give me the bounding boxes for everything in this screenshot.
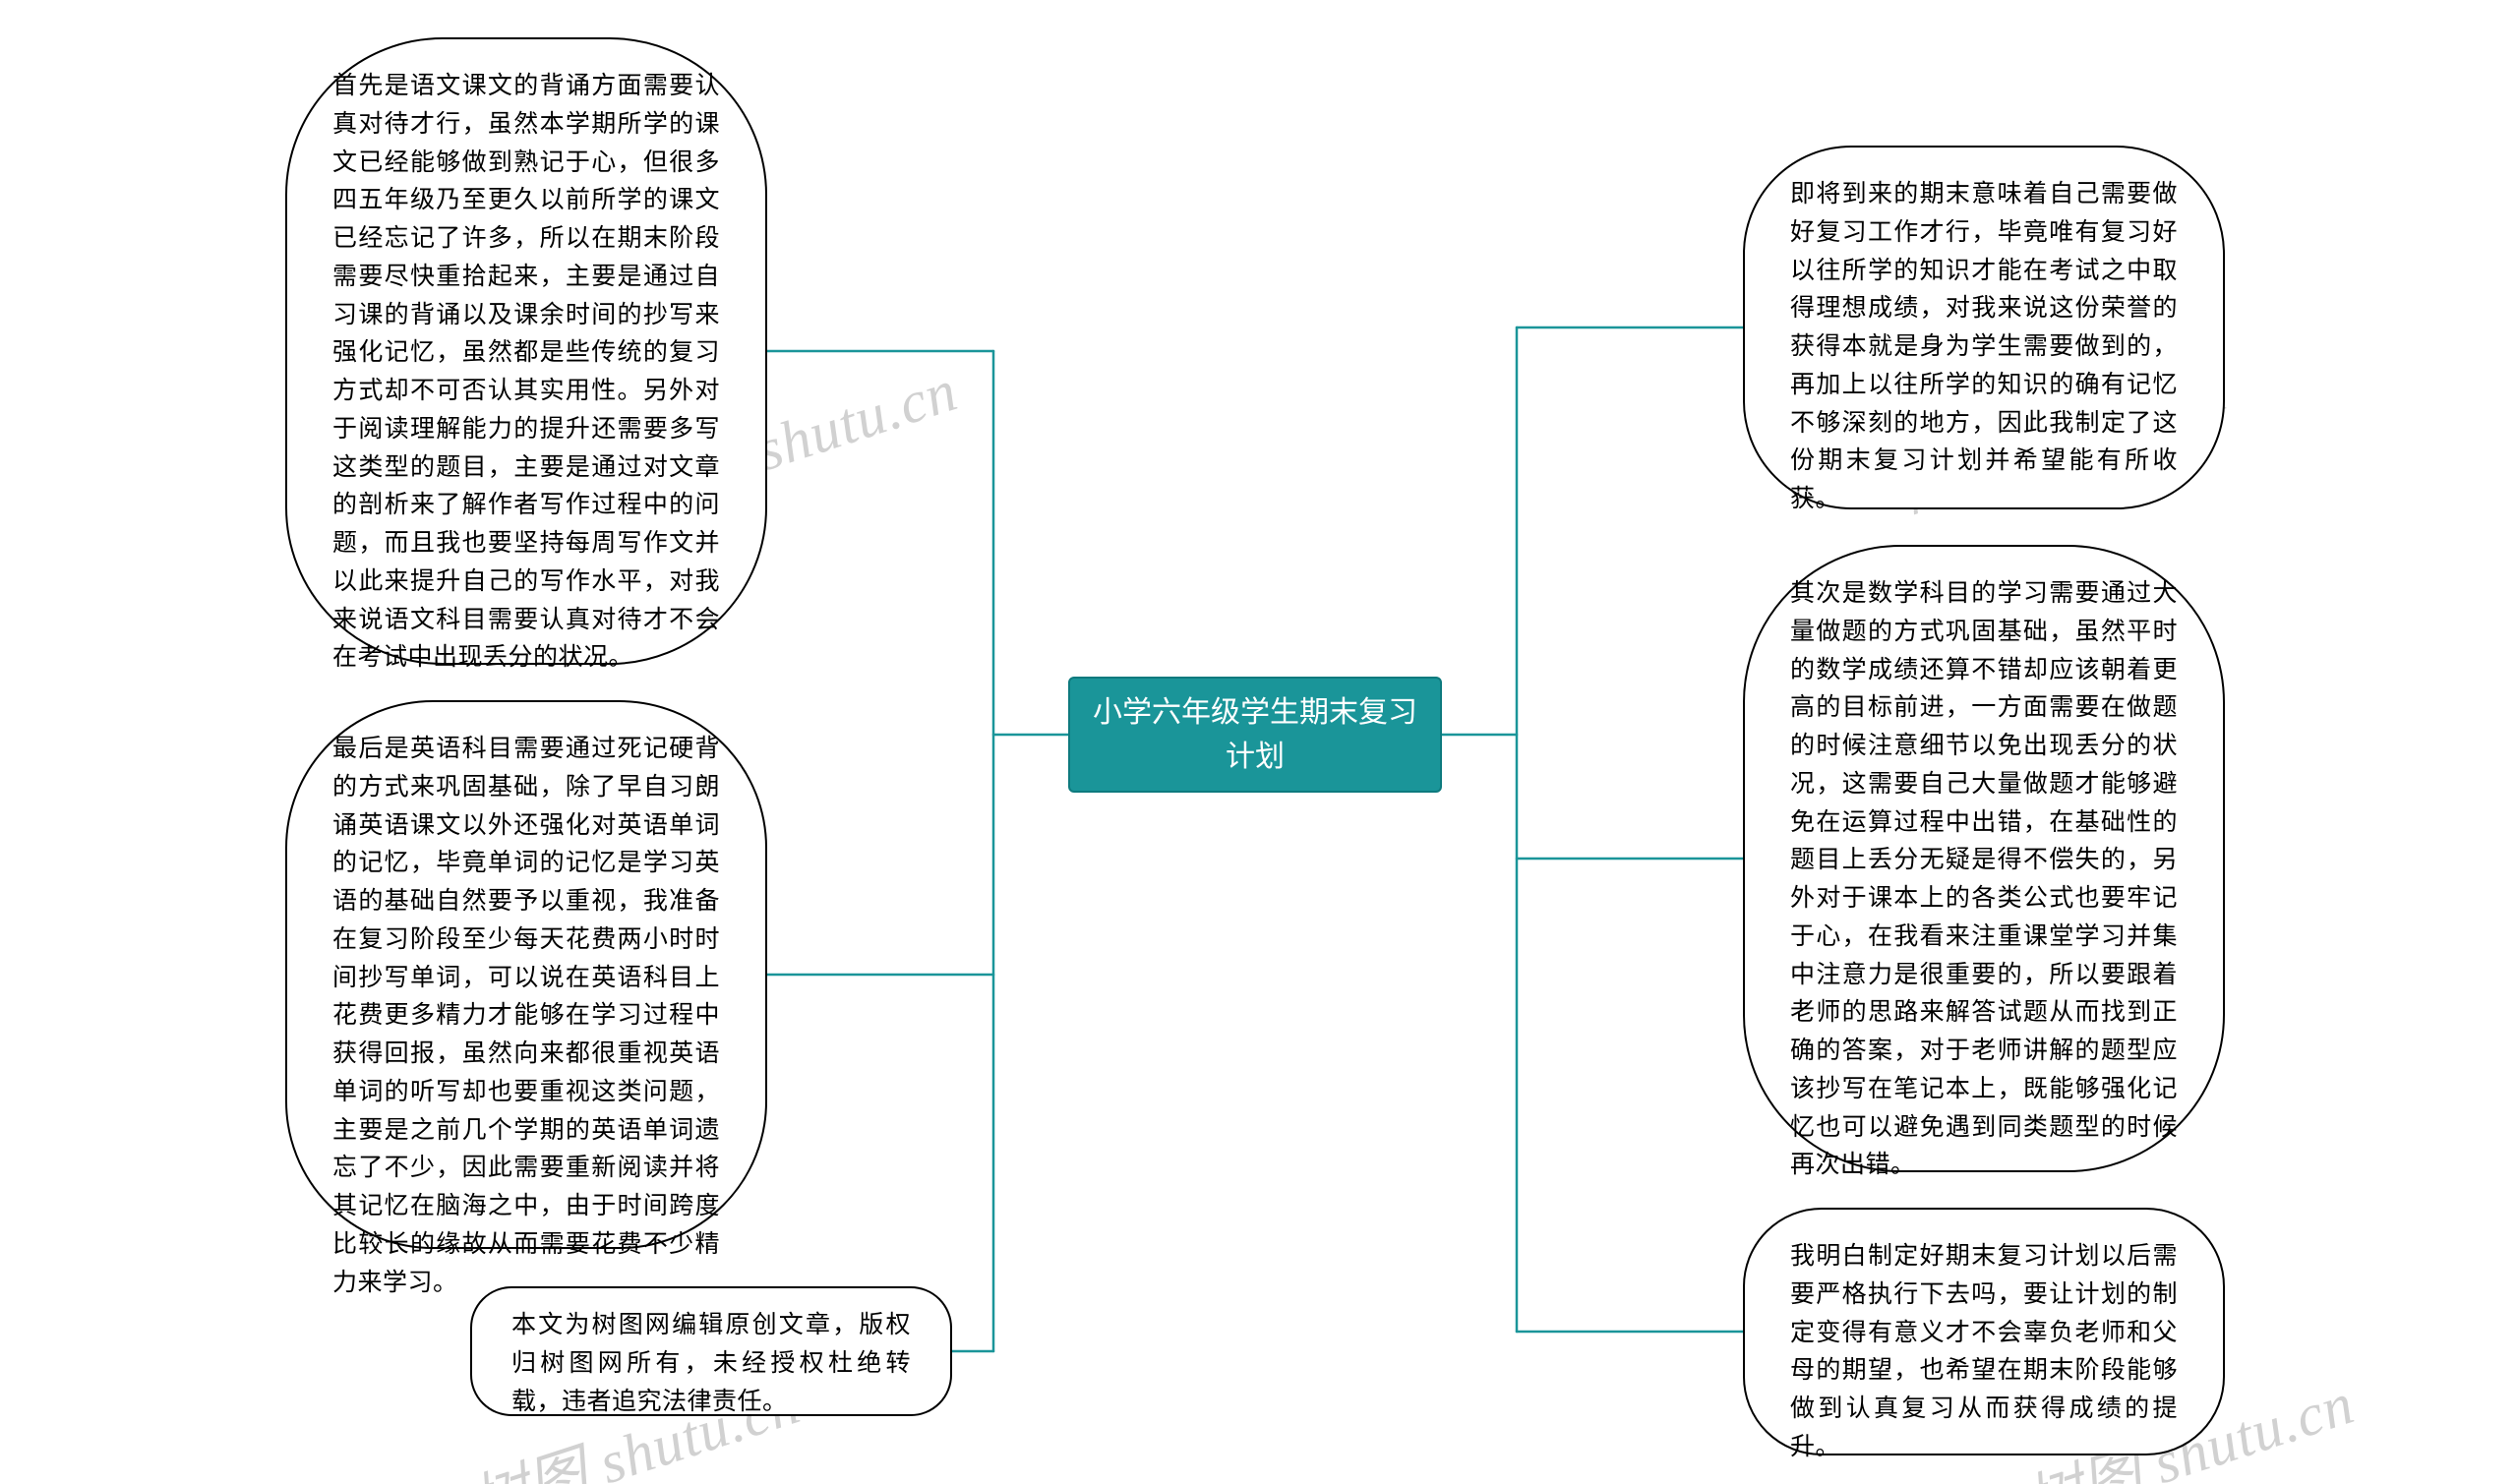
center-node: 小学六年级学生期末复习计划 bbox=[1068, 677, 1442, 793]
node-text: 最后是英语科目需要通过死记硬背的方式来巩固基础，除了早自习朗诵英语课文以外还强化… bbox=[332, 735, 720, 1296]
node-right-mid: 其次是数学科目的学习需要通过大量做题的方式巩固基础，虽然平时的数学成绩还算不错却… bbox=[1743, 545, 2225, 1172]
node-text: 我明白制定好期末复习计划以后需要严格执行下去吗，要让计划的制定变得有意义才不会辜… bbox=[1790, 1242, 2178, 1460]
node-text: 首先是语文课文的背诵方面需要认真对待才行，虽然本学期所学的课文已经能够做到熟记于… bbox=[332, 72, 720, 671]
node-left-mid: 最后是英语科目需要通过死记硬背的方式来巩固基础，除了早自习朗诵英语课文以外还强化… bbox=[285, 700, 767, 1249]
center-node-text: 小学六年级学生期末复习计划 bbox=[1092, 690, 1418, 779]
node-left-bot: 本文为树图网编辑原创文章，版权归树图网所有，未经授权杜绝转载，违者追究法律责任。 bbox=[470, 1286, 952, 1416]
node-text: 即将到来的期末意味着自己需要做好复习工作才行，毕竟唯有复习好以往所学的知识才能在… bbox=[1790, 180, 2178, 512]
node-right-bot: 我明白制定好期末复习计划以后需要严格执行下去吗，要让计划的制定变得有意义才不会辜… bbox=[1743, 1208, 2225, 1455]
node-left-top: 首先是语文课文的背诵方面需要认真对待才行，虽然本学期所学的课文已经能够做到熟记于… bbox=[285, 37, 767, 665]
mindmap-canvas: 树图 shutu.cn 树图 shutu.cn 树图 shutu.cn 树图 s… bbox=[0, 0, 2518, 1484]
node-text: 本文为树图网编辑原创文章，版权归树图网所有，未经授权杜绝转载，违者追究法律责任。 bbox=[511, 1311, 911, 1415]
node-right-top: 即将到来的期末意味着自己需要做好复习工作才行，毕竟唯有复习好以往所学的知识才能在… bbox=[1743, 146, 2225, 509]
node-text: 其次是数学科目的学习需要通过大量做题的方式巩固基础，虽然平时的数学成绩还算不错却… bbox=[1790, 579, 2178, 1178]
